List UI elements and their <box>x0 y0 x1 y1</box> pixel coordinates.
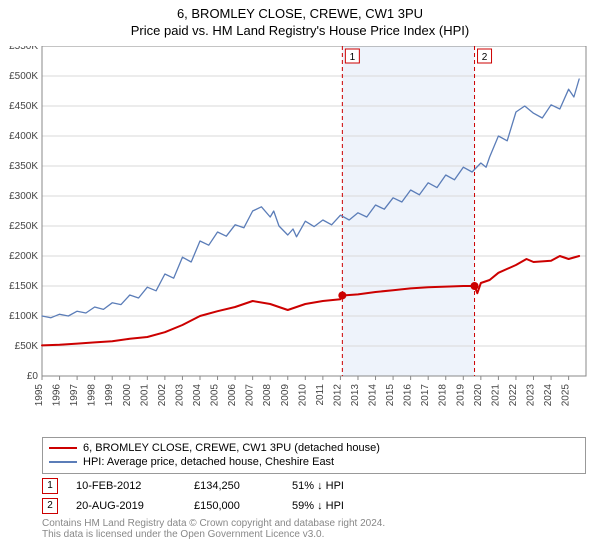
svg-text:2008: 2008 <box>262 384 273 407</box>
svg-text:2: 2 <box>482 52 488 63</box>
svg-text:£150K: £150K <box>9 281 38 292</box>
footnote: Contains HM Land Registry data © Crown c… <box>42 518 586 540</box>
event-row: 2 20-AUG-2019 £150,000 59% ↓ HPI <box>42 498 586 514</box>
svg-text:£500K: £500K <box>9 71 38 82</box>
legend-label: HPI: Average price, detached house, Ches… <box>83 455 334 469</box>
svg-text:2006: 2006 <box>227 384 238 407</box>
svg-text:2024: 2024 <box>543 384 554 407</box>
svg-text:1: 1 <box>350 52 356 63</box>
legend-box: 6, BROMLEY CLOSE, CREWE, CW1 3PU (detach… <box>42 437 586 474</box>
legend-label: 6, BROMLEY CLOSE, CREWE, CW1 3PU (detach… <box>83 441 380 455</box>
legend-row: HPI: Average price, detached house, Ches… <box>49 455 579 469</box>
svg-text:2005: 2005 <box>210 384 221 407</box>
event-price: £150,000 <box>194 500 274 512</box>
svg-text:£300K: £300K <box>9 191 38 202</box>
svg-text:1998: 1998 <box>87 384 98 407</box>
svg-text:1996: 1996 <box>52 384 63 407</box>
event-marker: 2 <box>42 498 58 514</box>
chart-title-line2: Price paid vs. HM Land Registry's House … <box>0 21 600 38</box>
svg-text:£400K: £400K <box>9 131 38 142</box>
svg-text:2011: 2011 <box>315 384 326 406</box>
svg-text:2009: 2009 <box>280 384 291 407</box>
svg-text:2022: 2022 <box>508 384 519 407</box>
svg-text:£250K: £250K <box>9 221 38 232</box>
svg-text:£100K: £100K <box>9 311 38 322</box>
svg-text:2001: 2001 <box>139 384 150 407</box>
svg-text:2025: 2025 <box>561 384 572 407</box>
svg-text:2000: 2000 <box>122 384 133 407</box>
svg-text:£200K: £200K <box>9 251 38 262</box>
svg-text:£550K: £550K <box>9 46 38 52</box>
event-hpi: 59% ↓ HPI <box>292 500 392 512</box>
svg-text:2012: 2012 <box>332 384 343 407</box>
svg-text:2004: 2004 <box>192 384 203 407</box>
svg-text:2014: 2014 <box>368 384 379 407</box>
svg-text:2003: 2003 <box>174 384 185 407</box>
svg-text:1999: 1999 <box>104 384 115 407</box>
events-table: 1 10-FEB-2012 £134,250 51% ↓ HPI 2 20-AUG-201… <box>42 478 586 514</box>
svg-text:£50K: £50K <box>15 341 39 352</box>
event-marker: 1 <box>42 478 58 494</box>
event-date: 20-AUG-2019 <box>76 500 176 512</box>
svg-text:2017: 2017 <box>420 384 431 407</box>
svg-text:1995: 1995 <box>34 384 45 407</box>
svg-text:£0: £0 <box>27 371 39 382</box>
legend-swatch <box>49 447 77 449</box>
svg-text:2023: 2023 <box>526 384 537 407</box>
svg-text:2019: 2019 <box>455 384 466 407</box>
svg-text:2020: 2020 <box>473 384 484 407</box>
svg-text:2013: 2013 <box>350 384 361 407</box>
svg-text:£350K: £350K <box>9 161 38 172</box>
svg-text:2016: 2016 <box>403 384 414 407</box>
chart-title-line1: 6, BROMLEY CLOSE, CREWE, CW1 3PU <box>0 0 600 21</box>
svg-text:2018: 2018 <box>438 384 449 407</box>
footnote-line1: Contains HM Land Registry data © Crown c… <box>42 518 586 529</box>
chart-plot: £0 £50K £100K £150K £200K £250K £300K £350K £400… <box>0 46 600 431</box>
event-row: 1 10-FEB-2012 £134,250 51% ↓ HPI <box>42 478 586 494</box>
event-hpi: 51% ↓ HPI <box>292 480 392 492</box>
chart-container: 6, BROMLEY CLOSE, CREWE, CW1 3PU Price p… <box>0 0 600 560</box>
svg-text:2007: 2007 <box>245 384 256 407</box>
event-date: 10-FEB-2012 <box>76 480 176 492</box>
legend-row: 6, BROMLEY CLOSE, CREWE, CW1 3PU (detach… <box>49 441 579 455</box>
svg-text:2002: 2002 <box>157 384 168 407</box>
svg-text:2015: 2015 <box>385 384 396 407</box>
svg-text:2010: 2010 <box>297 384 308 407</box>
svg-text:£450K: £450K <box>9 101 38 112</box>
svg-text:1997: 1997 <box>69 384 80 407</box>
legend-swatch <box>49 461 77 463</box>
footnote-line2: This data is licensed under the Open Gov… <box>42 529 586 540</box>
event-price: £134,250 <box>194 480 274 492</box>
svg-text:2021: 2021 <box>490 384 501 407</box>
